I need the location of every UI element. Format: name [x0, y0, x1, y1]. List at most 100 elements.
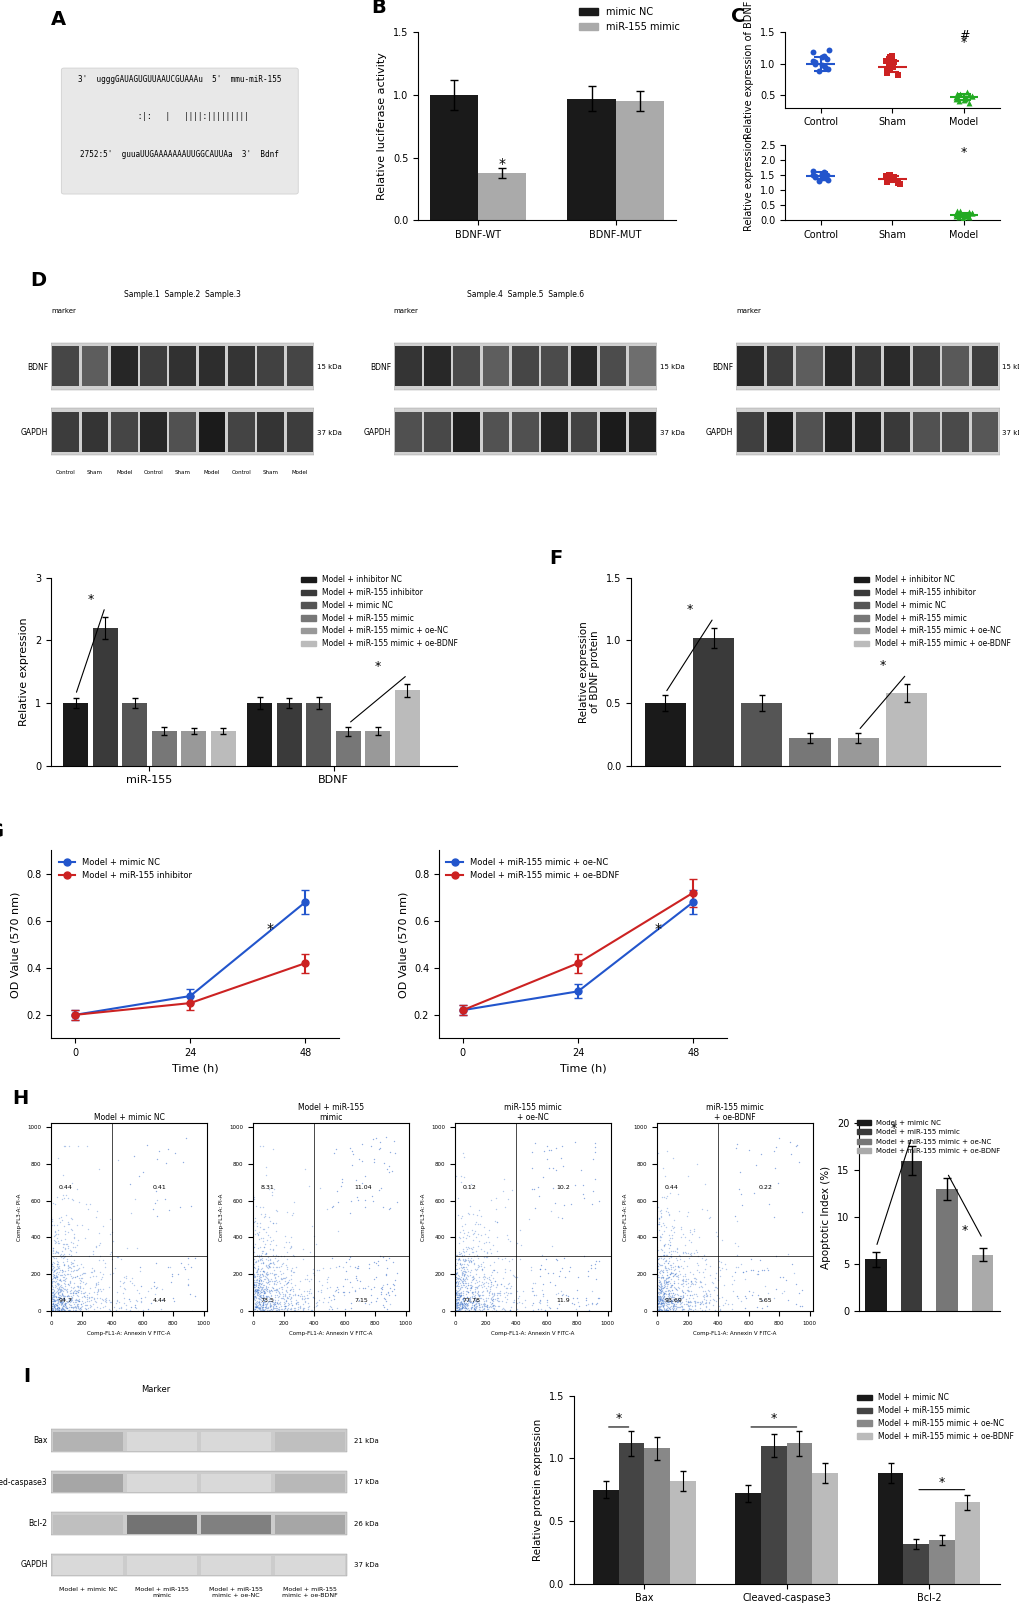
Point: [496, 1259, 513, 1285]
Point: [277, 1278, 293, 1304]
Point: [656, 1231, 673, 1257]
Point: [464, 1273, 480, 1299]
Point: [55, 1285, 71, 1311]
Point: [253, 1293, 269, 1319]
Point: [655, 1233, 672, 1259]
Point: [676, 1269, 692, 1294]
Point: [264, 1273, 280, 1299]
Point: [543, 1233, 559, 1259]
Point: [464, 1264, 480, 1290]
Point: [44, 1291, 60, 1317]
Point: [48, 1285, 64, 1311]
Point: [676, 1231, 692, 1257]
Point: [363, 1290, 379, 1315]
Point: [86, 1257, 102, 1283]
Point: [514, 1290, 530, 1315]
Point: [467, 1278, 483, 1304]
Point: [50, 1272, 66, 1298]
Point: [451, 1277, 468, 1302]
Point: [455, 1294, 472, 1320]
Point: [283, 1293, 300, 1319]
Bar: [365, 730, 390, 766]
Point: [69, 1233, 86, 1259]
Point: [67, 1257, 84, 1283]
Point: [260, 1278, 276, 1304]
Point: [447, 1288, 464, 1314]
Point: [954, 205, 970, 231]
Point: [453, 1294, 470, 1320]
Point: [45, 1280, 61, 1306]
Point: [652, 1278, 668, 1304]
Point: [482, 1269, 498, 1294]
Point: [55, 1286, 71, 1312]
Point: [84, 1283, 100, 1309]
Point: [72, 1291, 89, 1317]
Point: [255, 1294, 271, 1320]
Point: [499, 1280, 516, 1306]
Bar: [735, 1493, 760, 1584]
Point: [121, 1296, 138, 1322]
Point: [278, 1288, 294, 1314]
Point: [251, 1283, 267, 1309]
Point: [338, 1259, 355, 1285]
Point: [381, 1196, 397, 1222]
Point: [481, 1278, 497, 1304]
Point: [683, 1270, 699, 1296]
Point: [247, 1277, 263, 1302]
Point: [64, 1206, 81, 1231]
Point: [531, 1256, 547, 1281]
Point: [287, 1291, 304, 1317]
Point: [254, 1275, 270, 1301]
Point: [58, 1248, 74, 1273]
Point: [250, 1277, 266, 1302]
Point: [650, 1298, 666, 1324]
Point: [260, 1254, 276, 1280]
Point: [648, 1267, 664, 1293]
Point: [477, 1291, 493, 1317]
Point: [881, 162, 898, 187]
Point: [350, 1188, 366, 1214]
Point: [46, 1257, 62, 1283]
Legend: Model + miR-155 mimic + oe-NC, Model + miR-155 mimic + oe-BDNF: Model + miR-155 mimic + oe-NC, Model + m…: [442, 855, 622, 884]
Point: [253, 1298, 269, 1324]
Point: [447, 1164, 464, 1189]
Point: [363, 1277, 379, 1302]
Point: [50, 1270, 66, 1296]
Point: [451, 1291, 468, 1317]
Point: [246, 1267, 262, 1293]
Point: [701, 1281, 717, 1307]
Point: [662, 1217, 679, 1243]
Point: [255, 1194, 271, 1220]
Point: [681, 1273, 697, 1299]
Point: [50, 1277, 66, 1302]
Point: [449, 1265, 466, 1291]
Point: [296, 1286, 312, 1312]
Point: [475, 1288, 491, 1314]
Point: [47, 1296, 63, 1322]
Point: [54, 1280, 70, 1306]
Point: [384, 1249, 400, 1275]
Point: [280, 1230, 297, 1256]
Point: [711, 1264, 728, 1290]
Point: [653, 1290, 669, 1315]
Point: [91, 1278, 107, 1304]
Point: [252, 1264, 268, 1290]
Point: [284, 1281, 301, 1307]
Point: [455, 1248, 472, 1273]
Point: [278, 1288, 294, 1314]
Point: [447, 1260, 464, 1286]
Point: [648, 1269, 664, 1294]
Point: [446, 1290, 463, 1315]
Point: [53, 1267, 69, 1293]
Point: [51, 1285, 67, 1311]
Point: [782, 1141, 798, 1167]
Point: [470, 1228, 486, 1254]
Point: [455, 1262, 472, 1288]
Point: [52, 1281, 68, 1307]
Point: [669, 1273, 686, 1299]
Point: [735, 1259, 751, 1285]
Point: [245, 1209, 261, 1235]
Point: [258, 1154, 274, 1180]
Point: [816, 165, 833, 191]
Point: [249, 1294, 265, 1320]
